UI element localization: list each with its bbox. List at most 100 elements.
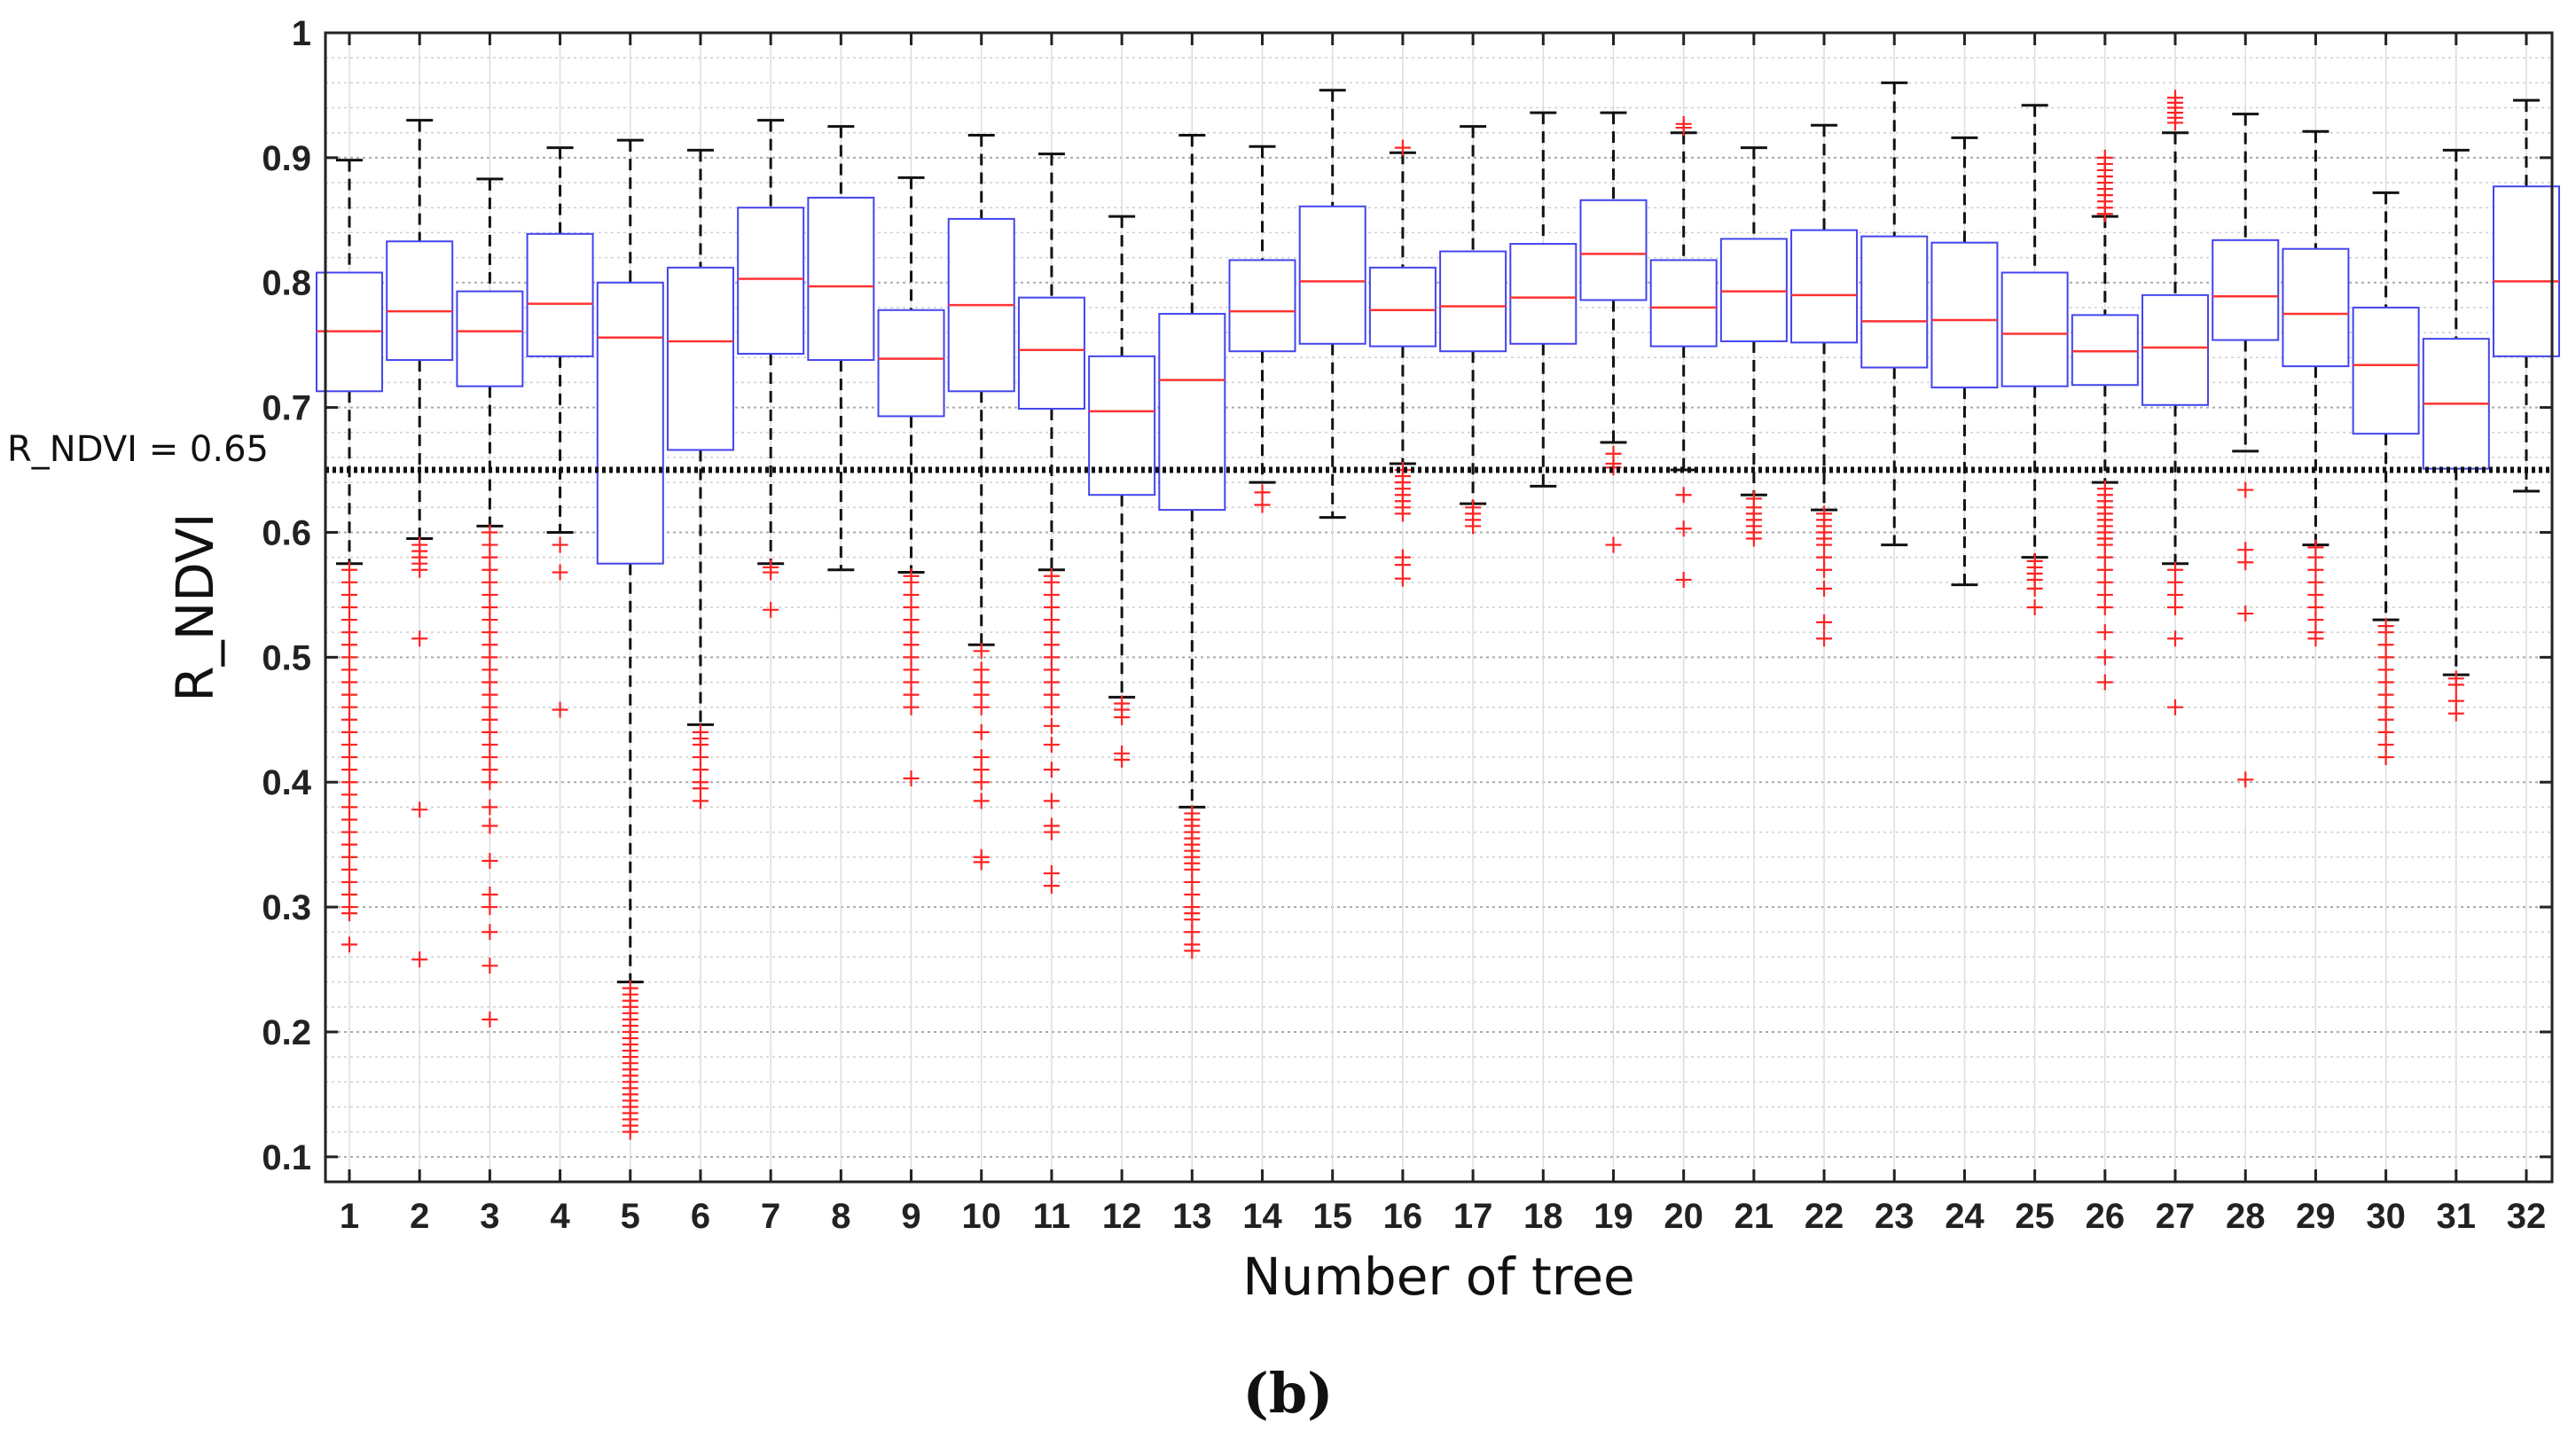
box-tree-18 <box>1509 111 1578 488</box>
outlier-marker <box>973 793 990 809</box>
box-tree-19 <box>1579 111 1648 553</box>
outlier-marker <box>2377 749 2394 766</box>
outlier-marker <box>1394 570 1411 587</box>
box-tree-21 <box>1719 146 1788 547</box>
x-tick-label: 29 <box>2296 1197 2336 1236</box>
x-tick-label: 31 <box>2437 1197 2477 1236</box>
box-iqr <box>877 309 945 418</box>
box-tree-25 <box>2001 104 2069 615</box>
outlier-marker <box>1043 736 1060 753</box>
box-iqr <box>596 281 664 565</box>
box-iqr <box>2212 238 2280 341</box>
x-tick-label: 10 <box>961 1197 1001 1236</box>
outlier-marker <box>2096 649 2113 666</box>
outlier-marker <box>973 723 990 740</box>
x-tick-label: 18 <box>1523 1197 1563 1236</box>
x-tick-label: 1 <box>340 1197 359 1236</box>
box-iqr <box>1088 355 1156 496</box>
outlier-marker <box>482 899 498 916</box>
box-tree-10 <box>947 134 1015 871</box>
box-tree-17 <box>1439 125 1507 535</box>
box-tree-15 <box>1298 89 1366 520</box>
x-tick-label: 25 <box>2015 1197 2055 1236</box>
outlier-marker <box>1675 572 1692 589</box>
box-tree-27 <box>2141 90 2210 715</box>
plot-area-frame <box>324 31 2554 1184</box>
x-tick-label: 3 <box>480 1197 499 1236</box>
outlier-marker <box>1816 614 1833 630</box>
box-tree-11 <box>1017 152 1085 895</box>
box-tree-2 <box>386 119 454 968</box>
outlier-marker <box>411 630 428 647</box>
outlier-marker <box>482 1011 498 1028</box>
outlier-marker <box>1816 580 1833 597</box>
outlier-marker <box>482 799 498 816</box>
outlier-marker <box>1184 942 1201 959</box>
box-iqr <box>1158 312 1226 512</box>
outlier-marker <box>482 817 498 834</box>
x-tick-label: 4 <box>550 1197 570 1236</box>
y-axis-ticks: 0.1 0.2 0.3 0.4 0.5 0.6 0.7 0.8 0.9 1 <box>262 14 2552 1177</box>
y-tick-label: 0.9 <box>262 139 311 178</box>
y-tick-label: 0.8 <box>262 264 311 303</box>
box-iqr <box>1368 266 1437 348</box>
box-iqr <box>1298 205 1366 345</box>
x-tick-label: 14 <box>1242 1197 1282 1236</box>
x-axis-ticks: 1 2 3 4 5 6 7 8 9 10 11 12 13 14 15 16 17 18 19 20 21 22 23 24 2… <box>340 33 2546 1236</box>
box-tree-1 <box>316 159 383 953</box>
reference-line-label: R_NDVI = 0.65 <box>7 429 269 470</box>
outlier-marker <box>2026 580 2043 597</box>
outlier-marker <box>763 601 779 618</box>
x-tick-label: 6 <box>691 1197 710 1236</box>
box-tree-14 <box>1228 145 1296 513</box>
box-iqr <box>1860 235 1929 369</box>
box-iqr <box>2071 314 2139 387</box>
box-tree-23 <box>1860 81 1929 547</box>
x-tick-label: 8 <box>831 1197 850 1236</box>
outlier-marker <box>1816 561 1833 578</box>
y-tick-label: 0.3 <box>262 888 311 927</box>
outlier-marker <box>1043 699 1060 715</box>
outlier-marker <box>2237 554 2254 571</box>
outlier-marker <box>903 699 920 715</box>
box-iqr <box>807 196 875 362</box>
box-iqr <box>1509 243 1578 345</box>
outlier-marker <box>1043 762 1060 778</box>
box-iqr <box>1649 259 1718 348</box>
box-tree-9 <box>877 176 945 786</box>
outlier-marker <box>1043 793 1060 809</box>
box-tree-3 <box>456 177 524 1028</box>
outlier-marker <box>2096 674 2113 691</box>
outlier-marker <box>692 793 709 809</box>
box-tree-29 <box>2282 129 2350 647</box>
outlier-marker <box>973 854 990 871</box>
outlier-marker <box>622 1123 638 1140</box>
x-tick-label: 23 <box>1875 1197 1914 1236</box>
x-tick-label: 15 <box>1312 1197 1352 1236</box>
box-plots <box>316 81 2560 1140</box>
box-tree-20 <box>1649 115 1718 589</box>
x-tick-label: 2 <box>410 1197 429 1236</box>
y-tick-label: 0.5 <box>262 638 311 677</box>
outlier-marker <box>2237 771 2254 788</box>
outlier-marker <box>1675 487 1692 504</box>
x-tick-label: 19 <box>1593 1197 1633 1236</box>
outlier-marker <box>2096 599 2113 615</box>
box-iqr <box>386 240 454 362</box>
box-iqr <box>737 207 805 356</box>
box-tree-22 <box>1790 123 1859 647</box>
outlier-marker <box>2237 481 2254 498</box>
x-tick-label: 12 <box>1102 1197 1142 1236</box>
y-tick-label: 0.7 <box>262 389 311 428</box>
figure-caption: (b) <box>1242 1361 1334 1426</box>
y-axis-label: R_NDVI <box>165 512 225 701</box>
outlier-marker <box>2096 624 2113 641</box>
x-tick-label: 28 <box>2226 1197 2266 1236</box>
box-iqr <box>1790 229 1859 344</box>
box-iqr <box>2141 293 2210 406</box>
box-tree-6 <box>666 148 734 809</box>
outlier-marker <box>903 770 920 786</box>
box-tree-4 <box>526 146 594 718</box>
outlier-marker <box>411 561 428 578</box>
